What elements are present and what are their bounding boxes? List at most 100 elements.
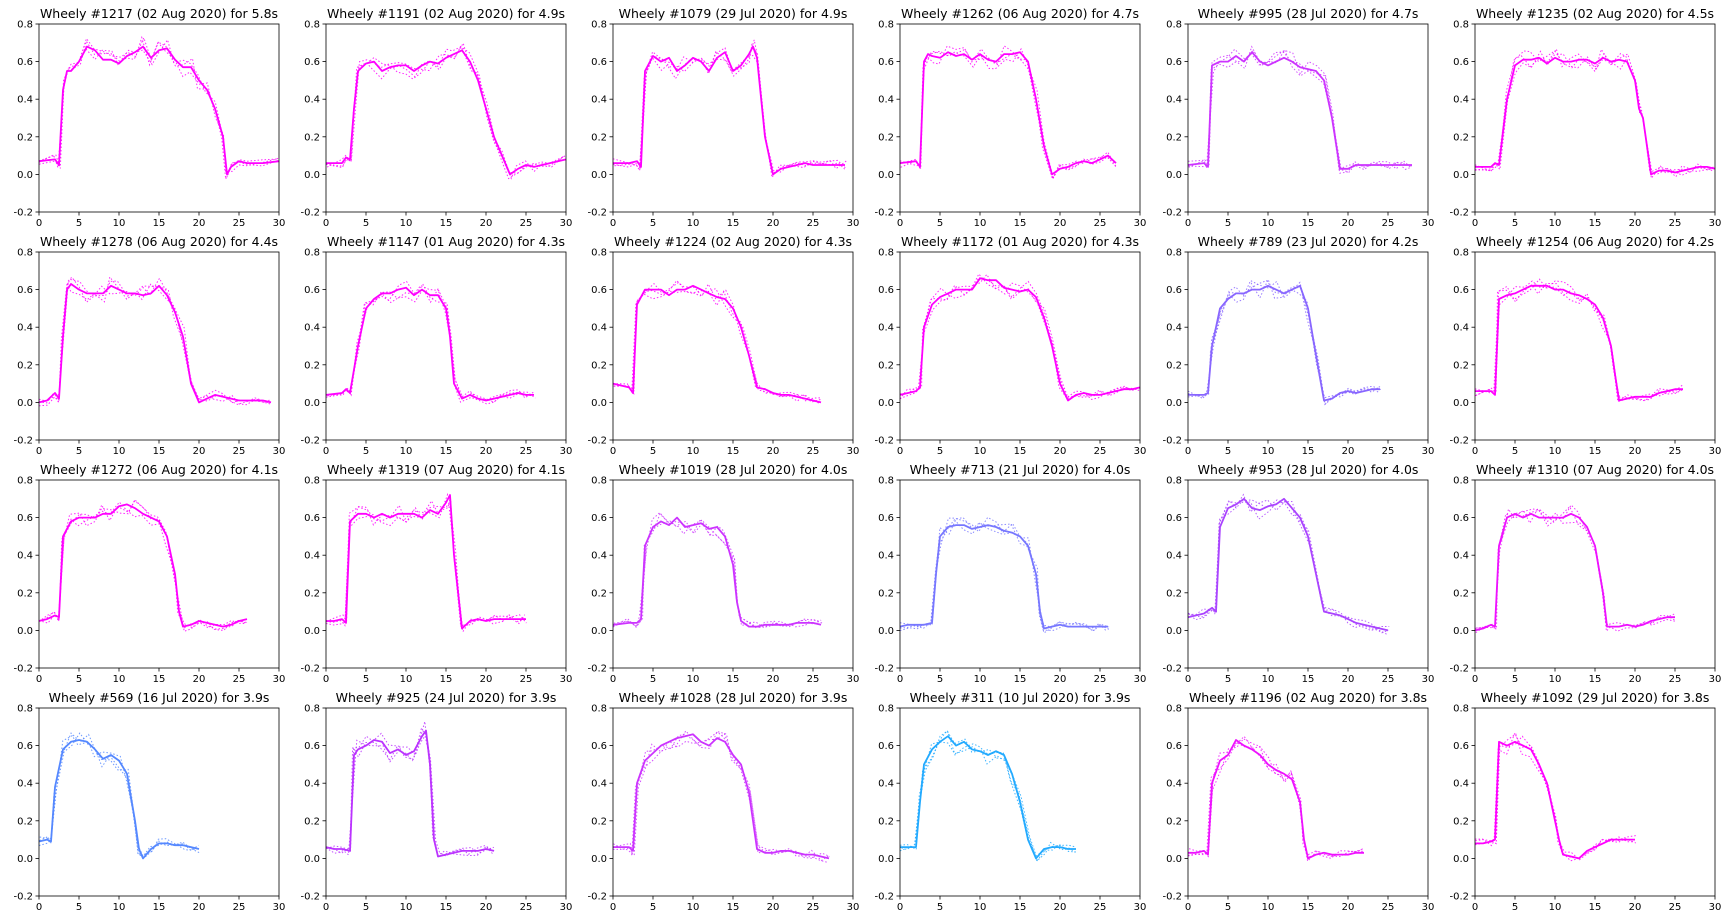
x-tick-label: 0 (897, 218, 903, 229)
y-tick-label: 0.2 (591, 132, 607, 143)
series-line-mean (899, 277, 1141, 402)
series-trace-dotted (325, 734, 495, 858)
series-trace-dotted (899, 273, 1140, 400)
subplot-22: Wheely #311 (10 Jul 2020) for 3.9s 0 5 10 15… (874, 690, 1146, 913)
y-tick-label: 0.6 (878, 741, 894, 752)
y-tick-label: 0.0 (1166, 626, 1182, 637)
y-tick-label: 0.2 (878, 588, 894, 599)
x-tick-label: 5 (363, 446, 369, 457)
series-line-mean (1188, 739, 1364, 860)
y-tick-label: -0.2 (300, 208, 320, 219)
x-tick-label: 20 (1629, 674, 1642, 685)
x-tick-label: 25 (520, 674, 533, 685)
series-trace-dotted (1474, 47, 1715, 178)
x-tick-label: 25 (233, 902, 246, 913)
subplot-7: Wheely #1278 (06 Aug 2020) for 4.4s 0 5 10 1… (13, 234, 285, 457)
y-tick-label: 0.4 (1453, 95, 1469, 106)
y-tick-label: -0.2 (1162, 892, 1182, 903)
x-tick-label: 30 (1134, 446, 1147, 457)
series-trace-dotted (325, 287, 535, 400)
y-tick-label: 0.8 (591, 704, 607, 715)
subplot-15: Wheely #1019 (28 Jul 2020) for 4.0s 0 5 10 1… (587, 462, 859, 685)
y-tick-label: 0.0 (1453, 626, 1469, 637)
series-trace-dotted (38, 498, 247, 629)
series-trace-dotted (38, 36, 280, 180)
y-tick-label: 0.2 (1166, 360, 1182, 371)
y-tick-label: 0.8 (878, 704, 894, 715)
series-trace-dotted (1474, 50, 1714, 176)
subplot-title: Wheely #1147 (01 Aug 2020) for 4.3s (327, 234, 565, 249)
subplot-title: Wheely #925 (24 Jul 2020) for 3.9s (336, 690, 557, 705)
x-tick-label: 10 (1262, 218, 1275, 229)
x-tick-label: 0 (323, 902, 329, 913)
subplot-title: Wheely #1191 (02 Aug 2020) for 4.9s (327, 6, 565, 21)
x-tick-label: 0 (897, 674, 903, 685)
series-trace-dotted (1474, 280, 1683, 402)
y-tick-label: 0.8 (17, 248, 33, 259)
y-tick-label: 0.4 (1166, 323, 1182, 334)
x-tick-label: 0 (36, 446, 42, 457)
y-tick-label: 0.2 (17, 360, 33, 371)
series-trace-dotted (325, 493, 526, 627)
y-tick-label: 0.8 (304, 20, 320, 31)
subplot-9: Wheely #1224 (02 Aug 2020) for 4.3s 0 5 10 1… (587, 234, 859, 457)
x-tick-label: 0 (610, 674, 616, 685)
y-tick-label: 0.0 (1166, 854, 1182, 865)
y-tick-label: -0.2 (1449, 208, 1469, 219)
subplot-10: Wheely #1172 (01 Aug 2020) for 4.3s 0 5 10 1… (874, 234, 1146, 457)
subplot-title: Wheely #995 (28 Jul 2020) for 4.7s (1198, 6, 1419, 21)
y-tick-label: 0.4 (1166, 95, 1182, 106)
subplot-23: Wheely #1196 (02 Aug 2020) for 3.8s 0 5 10 1… (1162, 690, 1434, 913)
x-tick-label: 25 (1382, 446, 1395, 457)
x-tick-label: 10 (400, 446, 413, 457)
subplot-11: Wheely #789 (23 Jul 2020) for 4.2s 0 5 10 15… (1162, 234, 1434, 457)
subplot-2: Wheely #1191 (02 Aug 2020) for 4.9s 0 5 10 1… (300, 6, 572, 229)
series-trace-dotted (613, 281, 821, 405)
x-tick-label: 20 (767, 902, 780, 913)
x-tick-label: 30 (847, 446, 860, 457)
y-tick-label: 0.6 (878, 57, 894, 68)
x-tick-label: 20 (767, 446, 780, 457)
series-trace-dotted (38, 276, 273, 406)
y-tick-label: 0.4 (304, 779, 320, 790)
y-tick-label: -0.2 (300, 892, 320, 903)
x-tick-label: 10 (974, 902, 987, 913)
y-tick-label: 0.8 (17, 20, 33, 31)
series-line-mean (613, 733, 830, 860)
series-trace-dotted (1187, 279, 1382, 399)
x-tick-label: 10 (1549, 218, 1562, 229)
x-tick-label: 0 (897, 902, 903, 913)
x-tick-label: 5 (76, 446, 82, 457)
y-tick-label: 0.6 (304, 741, 320, 752)
y-tick-label: 0.4 (304, 95, 320, 106)
x-tick-label: 30 (273, 446, 286, 457)
x-tick-label: 0 (36, 902, 42, 913)
x-tick-label: 15 (727, 674, 740, 685)
subplot-title: Wheely #311 (10 Jul 2020) for 3.9s (910, 690, 1131, 705)
x-tick-label: 10 (1549, 902, 1562, 913)
x-tick-label: 10 (113, 446, 126, 457)
y-tick-label: -0.2 (874, 436, 894, 447)
y-tick-label: 0.0 (304, 626, 320, 637)
axes-frame (38, 707, 280, 897)
y-tick-label: 0.6 (591, 57, 607, 68)
series-line-mean (38, 283, 272, 404)
y-tick-label: -0.2 (1162, 436, 1182, 447)
x-tick-label: 5 (1512, 674, 1518, 685)
series-line-mean (325, 729, 495, 858)
x-tick-label: 30 (1134, 674, 1147, 685)
series-line-mean (613, 45, 845, 176)
x-tick-label: 15 (1302, 446, 1315, 457)
x-tick-label: 5 (363, 674, 369, 685)
axes-frame (1187, 23, 1429, 213)
y-tick-label: 0.2 (1453, 816, 1469, 827)
axes-frame (38, 479, 280, 669)
subplot-title: Wheely #1235 (02 Aug 2020) for 4.5s (1476, 6, 1714, 21)
y-tick-label: 0.8 (304, 476, 320, 487)
y-tick-label: 0.4 (878, 95, 894, 106)
y-tick-label: -0.2 (587, 436, 607, 447)
series-trace-dotted (1187, 45, 1413, 174)
subplot-title: Wheely #1028 (28 Jul 2020) for 3.9s (619, 690, 848, 705)
series-trace-dotted (1187, 278, 1380, 406)
